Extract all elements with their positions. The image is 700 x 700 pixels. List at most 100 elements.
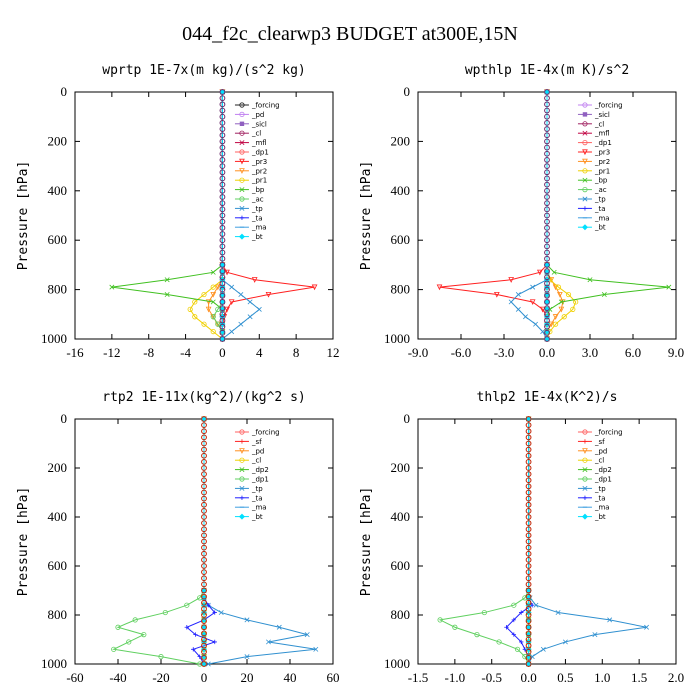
y-axis-label: Pressure [hPa] bbox=[359, 161, 374, 271]
series-pr1 bbox=[187, 89, 226, 342]
legend-marker bbox=[239, 196, 245, 202]
zero-marker bbox=[219, 317, 226, 324]
data-point bbox=[265, 291, 272, 298]
zero-marker bbox=[201, 563, 207, 569]
legend-marker bbox=[581, 224, 588, 231]
zero-marker bbox=[201, 422, 207, 429]
zero-marker bbox=[201, 599, 207, 606]
series-line bbox=[189, 92, 223, 340]
zero-marker bbox=[544, 144, 550, 151]
data-point bbox=[525, 616, 532, 623]
zero-marker bbox=[219, 292, 226, 299]
panel-4: thlp2 1E-4x(K^2)/s Pressure [hPa] -1.5 -1.0… bbox=[359, 390, 684, 685]
data-point bbox=[109, 284, 115, 290]
data-point bbox=[313, 646, 319, 652]
zero-marker bbox=[525, 544, 532, 551]
series-line bbox=[111, 92, 223, 339]
legend-label: _ma bbox=[594, 504, 610, 512]
zero-marker bbox=[544, 181, 550, 188]
data-point bbox=[493, 291, 500, 298]
legend-marker bbox=[582, 457, 588, 463]
legend-marker bbox=[239, 168, 245, 174]
panel-title: wpthlp 1E-4x(m K)/s^2 bbox=[465, 63, 629, 78]
zero-marker bbox=[544, 218, 550, 225]
y-tick-label: 400 bbox=[48, 509, 68, 524]
panel-1: wprtp 1E-7x(m kg)/(s^2 kg) Pressure [hPa]… bbox=[16, 63, 340, 360]
legend-marker bbox=[582, 429, 588, 435]
data-point bbox=[228, 299, 235, 306]
data-point bbox=[247, 299, 253, 305]
data-point bbox=[266, 639, 271, 645]
y-tick-label: 0 bbox=[61, 411, 68, 426]
legend-marker bbox=[239, 439, 245, 444]
legend-label: _cl bbox=[251, 130, 261, 138]
y-tick-label: 200 bbox=[391, 460, 411, 475]
series-line bbox=[185, 419, 217, 665]
zero-marker bbox=[219, 132, 226, 139]
zero-marker bbox=[525, 630, 532, 637]
zero-marker bbox=[544, 212, 550, 219]
data-point bbox=[525, 594, 532, 601]
data-point bbox=[201, 653, 207, 660]
zero-marker bbox=[219, 206, 226, 213]
zero-marker bbox=[544, 194, 550, 200]
y-tick-label: 200 bbox=[48, 460, 68, 475]
zero-marker bbox=[525, 501, 532, 508]
panel-title: rtp2 1E-11x(kg^2)/(kg^2 s) bbox=[102, 390, 306, 405]
data-point bbox=[555, 284, 562, 290]
data-point bbox=[544, 291, 550, 298]
zero-marker bbox=[201, 630, 207, 637]
zero-marker bbox=[544, 132, 550, 139]
zero-marker bbox=[525, 661, 532, 667]
legend-label: _pd bbox=[594, 447, 607, 455]
x-tick-label: -40 bbox=[109, 670, 126, 685]
legend-label: _dp1 bbox=[594, 139, 612, 147]
data-point bbox=[193, 632, 198, 637]
legend-label: _mfl bbox=[594, 130, 610, 138]
legend-label: _ta bbox=[594, 494, 606, 502]
legend-label: _bp bbox=[251, 186, 265, 194]
zero-marker bbox=[219, 280, 226, 287]
data-point bbox=[205, 306, 212, 313]
legend-marker bbox=[582, 485, 588, 491]
legend-label: _ta bbox=[251, 214, 263, 222]
legend-label: _forcing bbox=[251, 102, 280, 110]
zero-marker bbox=[201, 501, 207, 508]
data-point bbox=[562, 639, 568, 645]
data-point bbox=[607, 617, 613, 623]
data-point bbox=[251, 277, 258, 283]
x-tick-label: 0.0 bbox=[520, 670, 536, 685]
legend-marker bbox=[239, 467, 245, 473]
data-point bbox=[523, 314, 528, 320]
data-point bbox=[212, 639, 217, 645]
x-tick-label: 0 bbox=[219, 345, 226, 360]
zero-marker bbox=[525, 422, 532, 429]
zero-marker bbox=[525, 495, 532, 502]
series-pr3 bbox=[219, 89, 318, 343]
zero-marker bbox=[219, 224, 226, 231]
x-tick-label: -1.5 bbox=[408, 670, 429, 685]
data-point bbox=[555, 610, 561, 616]
legend-label: _forcing bbox=[594, 102, 623, 110]
data-point bbox=[525, 631, 532, 638]
zero-marker bbox=[525, 618, 532, 625]
legend-label: _bt bbox=[594, 224, 606, 232]
data-point bbox=[164, 292, 170, 298]
zero-marker bbox=[544, 317, 550, 324]
legend-label: _ma bbox=[251, 504, 267, 512]
zero-profile-markers bbox=[544, 89, 550, 342]
data-point bbox=[558, 306, 565, 313]
data-point bbox=[115, 624, 121, 630]
y-tick-label: 1000 bbox=[41, 331, 67, 346]
data-point bbox=[201, 594, 207, 601]
legend-label: _bt bbox=[251, 233, 263, 241]
data-point bbox=[210, 299, 216, 305]
data-point bbox=[536, 269, 543, 276]
zero-marker bbox=[544, 268, 550, 274]
legend-marker bbox=[582, 130, 588, 136]
data-point bbox=[504, 625, 509, 630]
zero-marker bbox=[544, 329, 550, 336]
legend-marker bbox=[238, 233, 245, 240]
zero-marker bbox=[525, 563, 532, 569]
data-point bbox=[238, 321, 244, 327]
